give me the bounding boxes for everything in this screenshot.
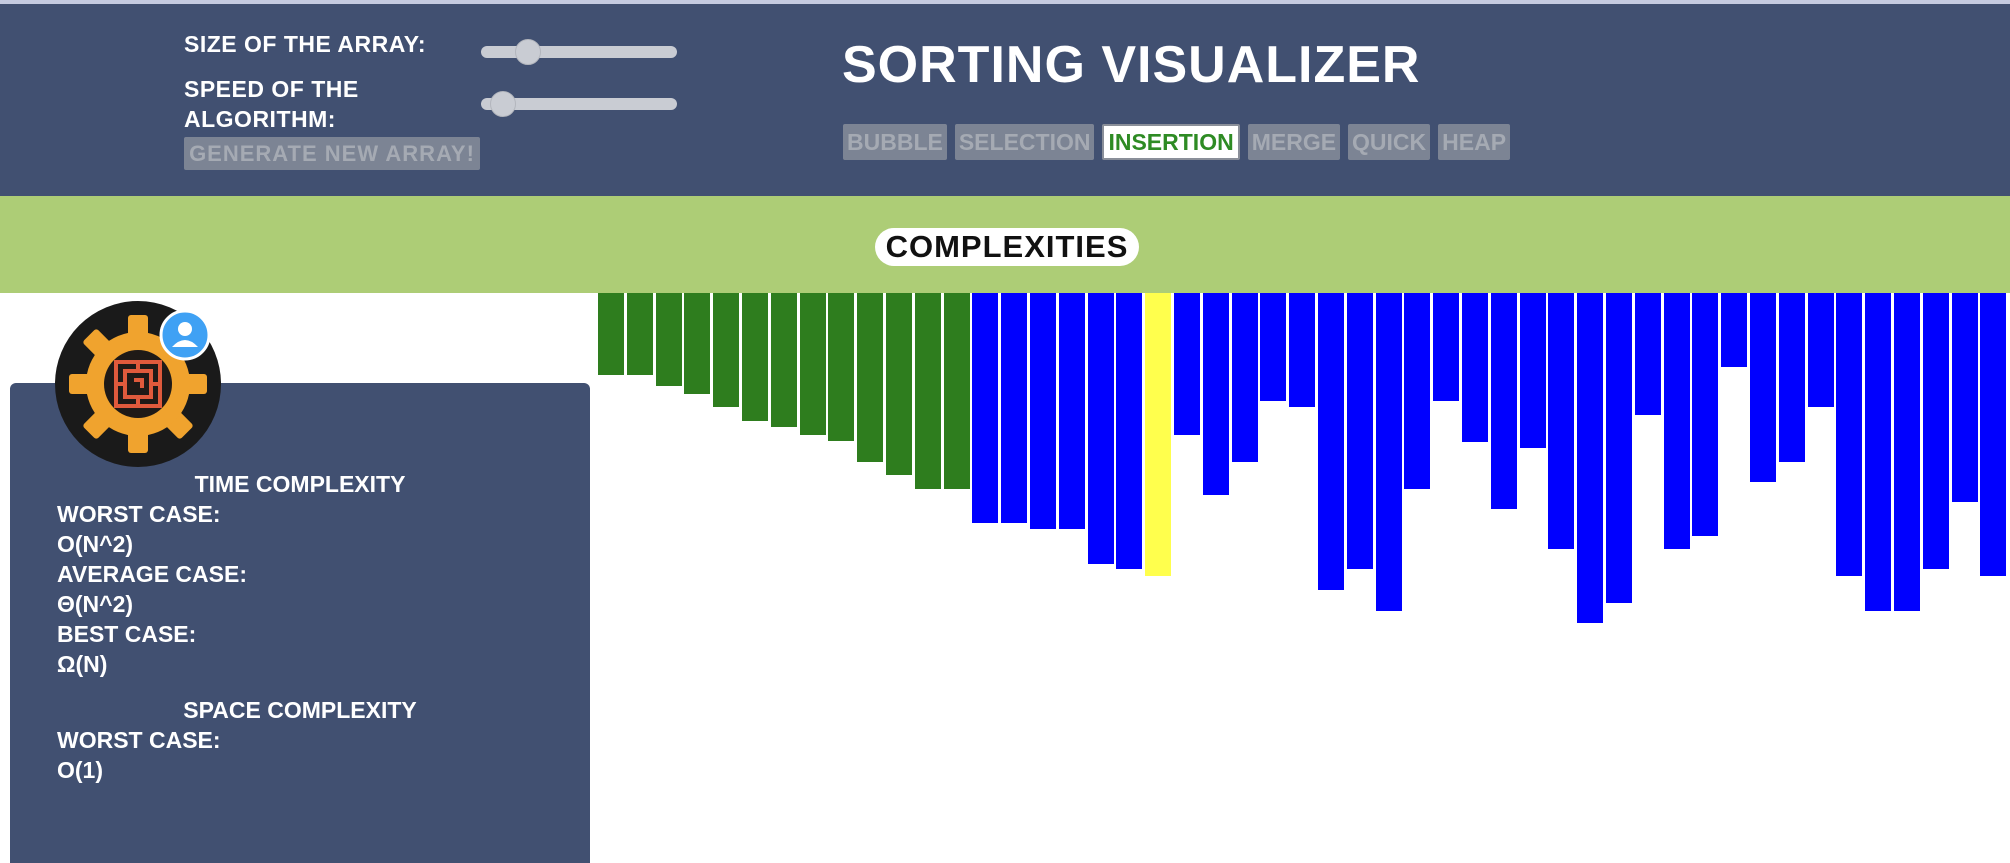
space-worst-label: WORST CASE: [57, 727, 221, 753]
array-bar [1865, 293, 1892, 611]
time-best-label: BEST CASE: [57, 621, 197, 647]
array-bar [1231, 293, 1258, 462]
array-bar [1692, 293, 1719, 536]
array-bar [914, 293, 941, 489]
space-worst-value: O(1) [57, 757, 103, 783]
algorithm-button-selection[interactable]: SELECTION [954, 124, 1095, 160]
array-bar [742, 293, 768, 421]
time-average-value: Θ(N^2) [57, 591, 134, 617]
complexities-label: COMPLEXITIES [875, 228, 1139, 266]
space-complexity-heading: SPACE COMPLEXITY [183, 697, 417, 723]
array-bar [626, 293, 653, 375]
array-bar [1001, 293, 1028, 523]
algorithm-button-quick[interactable]: QUICK [1348, 124, 1431, 160]
algorithm-button-bubble[interactable]: BUBBLE [843, 124, 947, 160]
time-average-label: AVERAGE CASE: [57, 561, 247, 587]
array-bar [1404, 293, 1431, 489]
time-worst-label: WORST CASE: [57, 501, 221, 527]
array-size-slider-track[interactable] [481, 46, 677, 58]
speed-slider-track[interactable] [481, 98, 677, 110]
array-bar [828, 293, 855, 441]
array-bar [655, 293, 682, 386]
array-bar [1116, 293, 1143, 569]
array-bar [943, 293, 970, 489]
array-bar [1462, 293, 1488, 442]
array-size-label: SIZE OF THE ARRAY: [184, 31, 426, 57]
array-bar [1260, 293, 1287, 401]
array-bar [1318, 293, 1344, 590]
array-bar [713, 293, 740, 407]
app-logo-avatar [55, 301, 221, 467]
array-bar [1433, 293, 1460, 401]
array-bar [684, 293, 711, 394]
array-bar [1346, 293, 1373, 569]
speed-label-line1: SPEED OF THE [184, 76, 359, 102]
array-bar [1202, 293, 1229, 495]
array-bar [1980, 293, 2007, 576]
algorithm-buttons: BUBBLE SELECTION INSERTION MERGE QUICK HEAP [843, 124, 1511, 160]
time-best-value: Ω(N) [57, 651, 108, 677]
array-bar [1894, 293, 1920, 611]
array-bar [1145, 293, 1172, 576]
array-bar [1087, 293, 1114, 564]
array-bar [1836, 293, 1863, 576]
array-bar [1519, 293, 1546, 448]
array-bars [0, 293, 2010, 858]
speed-label-line2: ALGORITHM: [184, 106, 336, 132]
generate-new-array-button[interactable]: GENERATE NEW ARRAY! [184, 137, 480, 170]
array-bar [1548, 293, 1575, 549]
algorithm-button-insertion[interactable]: INSERTION [1102, 124, 1240, 160]
window-top-edge [0, 0, 2010, 4]
array-bar [1634, 293, 1661, 415]
time-worst-value: O(N^2) [57, 531, 134, 557]
array-bar [1030, 293, 1056, 529]
array-bar [1490, 293, 1517, 509]
app-title: SORTING VISUALIZER [842, 36, 1421, 94]
algorithm-button-heap[interactable]: HEAP [1438, 124, 1511, 160]
array-bar [1951, 293, 1978, 502]
array-bar [770, 293, 797, 427]
array-bar [1577, 293, 1604, 623]
array-bar [799, 293, 826, 435]
array-bar [1058, 293, 1085, 529]
array-bar [1289, 293, 1316, 407]
array-bar [1663, 293, 1690, 549]
complexity-panel [10, 383, 590, 863]
array-bar [1807, 293, 1834, 407]
array-bar [1922, 293, 1949, 569]
speed-slider-thumb[interactable] [489, 91, 516, 117]
algorithm-button-merge[interactable]: MERGE [1247, 124, 1341, 160]
time-complexity-heading: TIME COMPLEXITY [194, 471, 406, 497]
array-bar [857, 293, 884, 462]
array-bar [1721, 293, 1748, 367]
array-bar [972, 293, 999, 523]
array-bar [1778, 293, 1805, 462]
array-bar [886, 293, 912, 475]
array-bar [1375, 293, 1402, 611]
array-bar [1174, 293, 1200, 435]
array-bar [598, 293, 624, 375]
array-bar [1606, 293, 1632, 603]
array-size-slider-thumb[interactable] [515, 39, 541, 65]
array-bar [1750, 293, 1776, 482]
